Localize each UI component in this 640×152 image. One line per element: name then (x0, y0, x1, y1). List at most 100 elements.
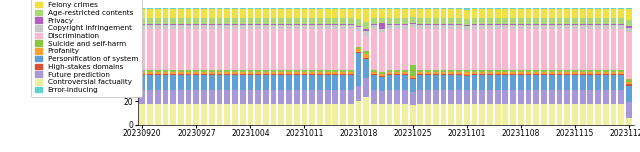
Bar (502, 70, 508, 72)
Bar (170, 104, 176, 125)
Bar (340, 76, 346, 90)
Bar (170, 90, 176, 104)
Bar (140, 72, 145, 74)
Bar (557, 72, 563, 74)
Bar (232, 104, 238, 125)
Bar (348, 18, 354, 24)
Bar (387, 70, 392, 72)
Bar (541, 90, 547, 104)
Bar (379, 74, 385, 76)
Bar (263, 8, 269, 9)
Bar (572, 72, 578, 74)
Bar (588, 9, 593, 18)
Bar (525, 9, 531, 18)
Bar (286, 8, 292, 9)
Bar (240, 74, 246, 76)
Bar (618, 90, 624, 104)
Bar (394, 8, 400, 9)
Bar (216, 76, 222, 90)
Bar (255, 104, 261, 125)
Bar (216, 90, 222, 104)
Bar (178, 74, 184, 76)
Bar (394, 76, 400, 90)
Bar (626, 26, 632, 28)
Bar (286, 74, 292, 76)
Bar (618, 9, 624, 18)
Bar (278, 29, 284, 70)
Bar (510, 90, 516, 104)
Bar (163, 76, 168, 90)
Bar (441, 70, 447, 72)
Bar (626, 20, 632, 26)
Bar (271, 74, 276, 76)
Bar (248, 8, 253, 9)
Bar (317, 24, 323, 25)
Bar (286, 76, 292, 90)
Bar (333, 76, 339, 90)
Bar (379, 104, 385, 125)
Bar (595, 70, 601, 72)
Bar (232, 74, 238, 76)
Bar (201, 72, 207, 74)
Bar (626, 82, 632, 84)
Bar (278, 72, 284, 74)
Bar (294, 72, 300, 74)
Bar (449, 25, 454, 29)
Bar (309, 18, 315, 24)
Bar (348, 29, 354, 70)
Bar (425, 8, 431, 9)
Bar (502, 104, 508, 125)
Bar (557, 76, 563, 90)
Bar (263, 76, 269, 90)
Bar (510, 76, 516, 90)
Bar (495, 70, 500, 72)
Bar (178, 18, 184, 24)
Bar (557, 18, 563, 24)
Bar (317, 9, 323, 18)
Bar (324, 8, 330, 9)
Bar (495, 72, 500, 74)
Bar (518, 70, 524, 72)
Bar (487, 76, 493, 90)
Bar (541, 70, 547, 72)
Bar (402, 90, 408, 104)
Bar (201, 9, 207, 18)
Bar (286, 70, 292, 72)
Bar (456, 72, 462, 74)
Bar (317, 76, 323, 90)
Bar (502, 18, 508, 24)
Bar (216, 104, 222, 125)
Bar (309, 29, 315, 70)
Bar (618, 24, 624, 25)
Bar (394, 104, 400, 125)
Bar (371, 90, 377, 104)
Bar (394, 70, 400, 72)
Bar (263, 70, 269, 72)
Bar (425, 70, 431, 72)
Bar (510, 8, 516, 9)
Bar (193, 8, 199, 9)
Bar (557, 25, 563, 29)
Bar (502, 25, 508, 29)
Bar (387, 29, 392, 70)
Bar (324, 90, 330, 104)
Bar (603, 104, 609, 125)
Bar (464, 19, 470, 25)
Bar (333, 29, 339, 70)
Bar (163, 18, 168, 24)
Bar (564, 76, 570, 90)
Bar (541, 25, 547, 29)
Bar (271, 90, 276, 104)
Bar (379, 91, 385, 104)
Bar (209, 25, 214, 29)
Bar (209, 72, 214, 74)
Bar (502, 24, 508, 25)
Bar (479, 74, 485, 76)
Bar (410, 76, 415, 78)
Bar (240, 24, 246, 25)
Bar (595, 104, 601, 125)
Bar (333, 104, 339, 125)
Bar (557, 24, 563, 25)
Bar (541, 18, 547, 24)
Bar (564, 70, 570, 72)
